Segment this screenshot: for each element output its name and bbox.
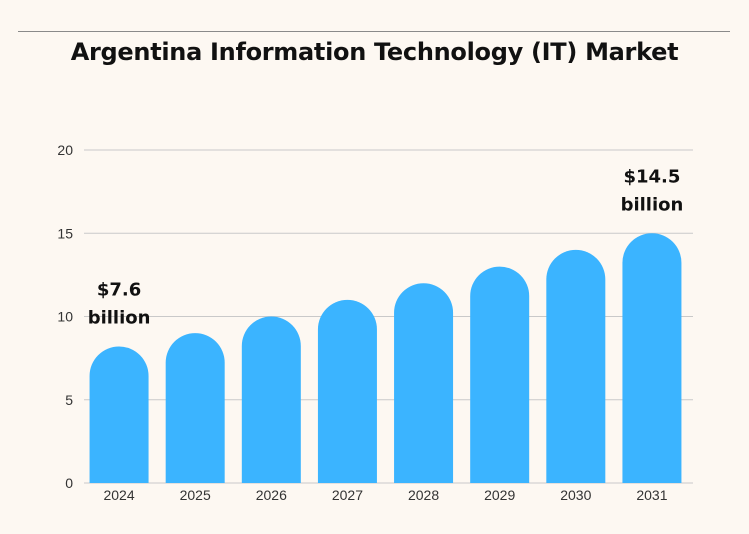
x-tick-label: 2025 [180, 487, 211, 503]
top-divider [18, 31, 730, 32]
annotation-label: billion [621, 194, 684, 215]
chart-title: Argentina Information Technology (IT) Ma… [70, 38, 679, 66]
x-tick-label: 2027 [332, 487, 363, 503]
y-tick-label: 0 [65, 475, 73, 491]
bar-2024 [89, 346, 149, 483]
annotation-label: $7.6 [97, 279, 141, 300]
bar-2026 [241, 316, 301, 483]
bar-2031 [622, 233, 682, 483]
bar-2027 [317, 299, 377, 483]
x-tick-label: 2030 [560, 487, 591, 503]
x-tick-label: 2026 [256, 487, 287, 503]
annotation-label: $14.5 [623, 166, 680, 187]
annotation-label: billion [88, 307, 151, 328]
x-tick-label: 2031 [636, 487, 667, 503]
bar-2028 [394, 283, 454, 483]
y-tick-label: 20 [57, 142, 73, 158]
y-tick-label: 15 [57, 225, 73, 241]
y-tick-label: 5 [65, 392, 73, 408]
bar-2025 [165, 333, 225, 483]
bar-2030 [546, 249, 606, 483]
x-tick-label: 2024 [103, 487, 134, 503]
bar-2029 [470, 266, 530, 483]
y-tick-label: 10 [57, 309, 73, 325]
x-tick-label: 2029 [484, 487, 515, 503]
x-tick-label: 2028 [408, 487, 439, 503]
